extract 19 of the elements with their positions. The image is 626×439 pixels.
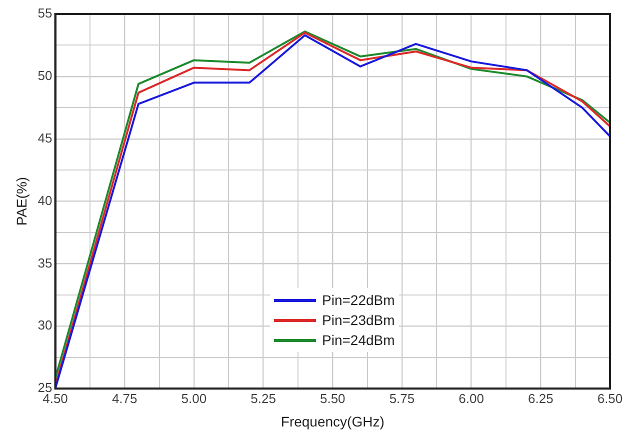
- y-axis-title: PAE(%): [13, 176, 30, 226]
- x-tick-label: 5.75: [389, 390, 415, 406]
- x-tick-label: 4.75: [112, 390, 138, 406]
- x-tick-label: 5.00: [181, 390, 207, 406]
- y-tick-label: 40: [38, 192, 52, 208]
- x-tick-label: 5.25: [250, 390, 276, 406]
- y-tick-label: 50: [38, 68, 52, 84]
- x-tick-label: 6.00: [458, 390, 484, 406]
- x-tick-label: 6.50: [597, 390, 623, 406]
- y-tick-label: 35: [38, 255, 52, 270]
- y-tick-label: 55: [38, 6, 52, 21]
- legend-label: Pin=23dBm: [322, 312, 395, 328]
- y-tick-label: 30: [38, 318, 52, 333]
- x-tick-label: 6.25: [528, 390, 554, 406]
- x-tick-label: 5.50: [320, 390, 346, 406]
- x-axis-title: Frequency(GHz): [280, 413, 384, 430]
- y-tick-label: 45: [38, 130, 52, 146]
- legend-label: Pin=24dBm: [322, 332, 395, 348]
- legend-label: Pin=22dBm: [322, 292, 395, 308]
